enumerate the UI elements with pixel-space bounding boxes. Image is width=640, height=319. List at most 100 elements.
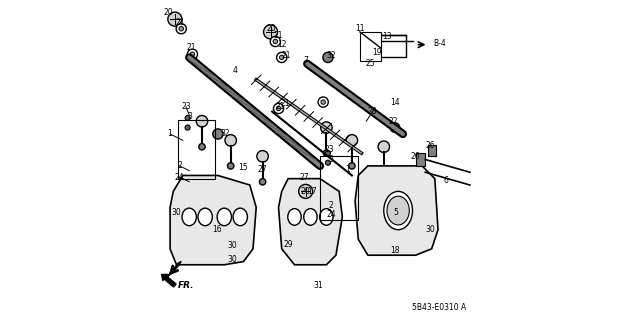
Ellipse shape: [304, 209, 317, 225]
Polygon shape: [355, 166, 438, 255]
Circle shape: [321, 100, 325, 104]
Circle shape: [176, 24, 186, 34]
Circle shape: [225, 135, 236, 146]
Circle shape: [188, 49, 198, 59]
Text: 26: 26: [411, 152, 420, 161]
Text: 26: 26: [426, 141, 435, 150]
Text: FR.: FR.: [178, 281, 195, 290]
Text: 21: 21: [186, 43, 196, 52]
Text: 7: 7: [303, 56, 308, 65]
Circle shape: [227, 163, 234, 169]
Circle shape: [199, 144, 205, 150]
Circle shape: [273, 103, 284, 114]
Ellipse shape: [320, 209, 333, 225]
Text: 13: 13: [382, 32, 392, 41]
Text: 2: 2: [177, 161, 182, 170]
Circle shape: [346, 135, 358, 146]
Text: 20: 20: [164, 8, 173, 17]
Text: 23: 23: [324, 145, 333, 154]
Circle shape: [299, 184, 313, 198]
Text: 2: 2: [329, 201, 333, 210]
Circle shape: [179, 26, 184, 31]
Bar: [416, 153, 425, 166]
Bar: [362, 35, 406, 57]
Ellipse shape: [233, 208, 248, 226]
Circle shape: [213, 129, 223, 139]
Polygon shape: [167, 262, 181, 278]
Circle shape: [185, 125, 190, 130]
Circle shape: [378, 141, 390, 152]
Text: 16: 16: [212, 225, 222, 234]
Circle shape: [168, 12, 182, 26]
Circle shape: [325, 151, 330, 156]
Text: 11: 11: [355, 24, 365, 33]
Text: 29: 29: [284, 240, 293, 249]
Ellipse shape: [217, 208, 232, 226]
Circle shape: [349, 163, 355, 169]
Circle shape: [273, 39, 278, 44]
Circle shape: [190, 52, 195, 56]
Text: 31: 31: [314, 281, 323, 290]
Text: 15: 15: [239, 163, 248, 172]
Text: 22: 22: [388, 117, 398, 126]
Text: 23: 23: [181, 102, 191, 111]
Polygon shape: [170, 175, 256, 265]
Text: 28: 28: [368, 107, 378, 116]
Text: 14: 14: [390, 98, 400, 107]
Text: 21: 21: [275, 102, 285, 111]
Text: 4: 4: [233, 66, 238, 75]
Text: 30: 30: [172, 208, 181, 217]
Text: 1: 1: [168, 130, 172, 138]
Circle shape: [321, 122, 332, 133]
Circle shape: [264, 25, 278, 39]
Bar: [360, 32, 381, 61]
Text: 21: 21: [176, 18, 186, 27]
Circle shape: [276, 106, 281, 111]
Bar: [320, 156, 358, 220]
Circle shape: [280, 55, 284, 60]
Circle shape: [276, 52, 287, 63]
Ellipse shape: [198, 208, 212, 226]
Circle shape: [270, 36, 280, 47]
Text: 30: 30: [426, 225, 436, 234]
Ellipse shape: [288, 209, 301, 225]
Text: 12: 12: [277, 40, 287, 49]
Text: 21: 21: [281, 51, 291, 60]
Circle shape: [323, 52, 333, 63]
Text: 27: 27: [300, 173, 310, 182]
Text: 5: 5: [394, 208, 398, 217]
Text: 20: 20: [267, 24, 276, 33]
Circle shape: [325, 160, 330, 165]
Bar: [428, 145, 436, 156]
Bar: [178, 120, 215, 179]
Text: 17: 17: [307, 187, 317, 196]
Ellipse shape: [384, 191, 413, 230]
Text: 30: 30: [227, 241, 237, 250]
Ellipse shape: [182, 208, 196, 226]
Text: 25: 25: [365, 59, 375, 68]
Text: 18: 18: [390, 246, 400, 255]
Circle shape: [390, 123, 400, 132]
Text: 32: 32: [220, 130, 230, 138]
Circle shape: [257, 151, 268, 162]
Text: 21: 21: [274, 31, 284, 40]
Text: 30: 30: [227, 256, 237, 264]
Circle shape: [259, 179, 266, 185]
Text: 24: 24: [175, 173, 184, 182]
Circle shape: [381, 169, 387, 175]
Text: 21: 21: [281, 99, 291, 108]
Polygon shape: [278, 179, 342, 265]
Circle shape: [185, 115, 190, 121]
Circle shape: [318, 97, 328, 107]
Text: 32: 32: [326, 51, 336, 60]
Text: 27: 27: [258, 165, 268, 174]
Ellipse shape: [387, 196, 410, 225]
Text: 6: 6: [444, 176, 449, 185]
FancyArrow shape: [162, 274, 176, 287]
Text: 1: 1: [346, 165, 350, 174]
Text: 3: 3: [188, 112, 193, 121]
Text: 20: 20: [301, 187, 310, 196]
Text: 19: 19: [372, 48, 382, 57]
Circle shape: [196, 115, 208, 127]
Circle shape: [323, 150, 330, 156]
